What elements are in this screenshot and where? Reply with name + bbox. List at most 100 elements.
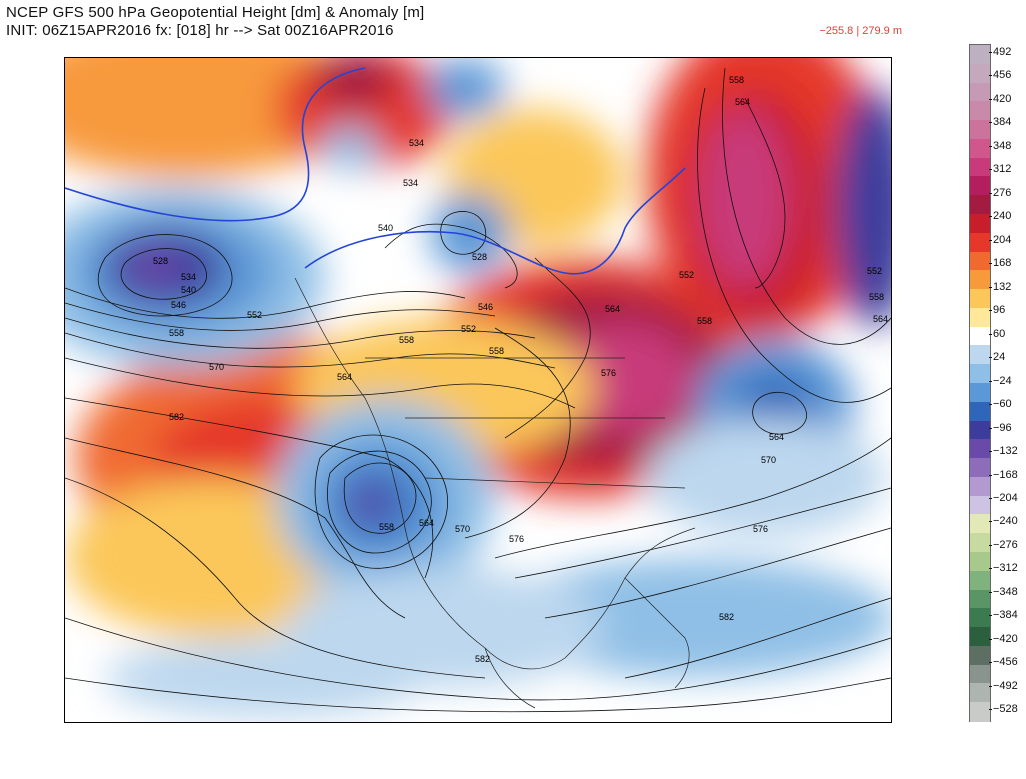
contour-label: 546 [171,300,186,310]
colorbar-tick-label: 348 [988,139,1012,152]
colorbar-swatch [970,552,990,572]
colorbar-tick-label: −528 [989,703,1018,716]
colorbar-swatch [970,63,990,84]
init-forecast-line: INIT: 06Z15APR2016 fx: [018] hr --> Sat … [6,22,394,39]
colorbar-swatch [970,45,990,65]
contour-label: 558 [697,316,712,326]
colorbar-swatch [970,514,990,534]
contour-label: 564 [769,432,784,442]
colorbar-tick-label: −168 [989,468,1018,481]
colorbar-swatch [970,476,990,497]
colorbar-swatch [970,82,990,102]
colorbar-tick-label: 312 [988,163,1012,176]
colorbar-swatch [970,289,990,309]
contour-label: 564 [873,314,888,324]
contour-label: 534 [181,272,196,282]
colorbar-swatch [970,664,990,685]
contour-label: 576 [601,368,616,378]
colorbar-swatch [970,345,990,365]
colorbar-swatch [970,420,990,440]
colorbar-tick-label: 24 [988,351,1006,364]
contour-label: 534 [403,178,418,188]
contour-label: 528 [153,256,168,266]
colorbar-swatch [970,608,990,628]
contour-label: 558 [399,335,414,345]
colorbar-tick-label: 384 [988,116,1012,129]
colorbar-swatch [970,214,990,234]
geographic-borders [294,277,696,709]
weather-map: 528 534 540 546 552 558 570 582 564 558 … [64,57,892,723]
anomaly-colorbar [969,44,991,722]
contour-label: 552 [867,266,882,276]
colorbar-swatch [970,157,990,178]
colorbar-swatch [970,495,990,516]
contour-label: 558 [169,328,184,338]
colorbar-swatch [970,270,990,290]
colorbar-tick-label: −204 [989,491,1018,504]
chart-title: NCEP GFS 500 hPa Geopotential Height [dm… [6,4,425,21]
colorbar-tick-label: 240 [988,210,1012,223]
colorbar-tick-label: 132 [988,280,1012,293]
contour-label: 564 [605,304,620,314]
colorbar-tick-label: −348 [989,585,1018,598]
contour-label: 570 [455,524,470,534]
anomaly-min-max: −255.8 | 279.9 m [819,25,902,37]
contour-label: 558 [489,346,504,356]
contour-label: 582 [169,412,184,422]
colorbar-tick-label: 60 [988,327,1006,340]
contour-label: 582 [719,612,734,622]
colorbar-tick-label: 456 [988,69,1012,82]
colorbar-swatch [970,439,990,459]
colorbar-tick-label: −24 [989,374,1012,387]
colorbar-swatch [970,383,990,403]
colorbar-tick-label: 96 [988,304,1006,317]
contour-label: 564 [419,518,434,528]
colorbar-swatch [970,251,990,271]
colorbar-tick-label: −132 [989,445,1018,458]
colorbar-swatch [970,307,990,328]
colorbar-tick-label: 276 [988,186,1012,199]
colorbar-tick-label: −60 [989,398,1012,411]
contour-label: 558 [379,522,394,532]
colorbar-swatch [970,627,990,647]
contour-label: 534 [409,138,424,148]
colorbar-swatch [970,645,990,666]
colorbar-swatch [970,326,990,347]
colorbar-swatch [970,138,990,159]
trough-hudson-bay-anomaly [430,193,510,273]
contour-label: 528 [472,252,487,262]
contour-label: 570 [761,455,776,465]
colorbar-swatch [970,120,990,140]
contour-label: 570 [209,362,224,372]
colorbar-swatch [970,401,990,422]
colorbar-tick-label: −420 [989,632,1018,645]
colorbar-swatch [970,176,990,196]
contour-label: 558 [729,75,744,85]
contour-label: 552 [461,324,476,334]
colorbar-tick-label: 204 [988,233,1012,246]
contour-label: 576 [753,524,768,534]
colorbar-swatch [970,589,990,609]
colorbar-swatch [970,458,990,478]
colorbar-swatch [970,533,990,553]
colorbar-swatch [970,101,990,121]
contour-label: 540 [378,223,393,233]
contour-label: 576 [509,534,524,544]
contour-label: 558 [869,292,884,302]
colorbar-tick-label: 168 [988,257,1012,270]
colorbar-swatch [970,232,990,253]
colorbar-tick-label: −96 [989,421,1012,434]
height-contours [65,67,891,713]
contour-label: 564 [735,97,750,107]
contour-label: 582 [475,654,490,664]
colorbar-swatch [970,702,990,722]
anomaly-map-graphic: 528 534 540 546 552 558 570 582 564 558 … [65,58,891,722]
colorbar-tick-label: 420 [988,92,1012,105]
colorbar-tick-label: −492 [989,679,1018,692]
contour-label: 552 [247,310,262,320]
colorbar-swatch [970,195,990,215]
contour-label: 540 [181,285,196,295]
colorbar-tick-label: −456 [989,656,1018,669]
colorbar-tick-label: −384 [989,609,1018,622]
colorbar-tick-label: 492 [988,46,1012,58]
